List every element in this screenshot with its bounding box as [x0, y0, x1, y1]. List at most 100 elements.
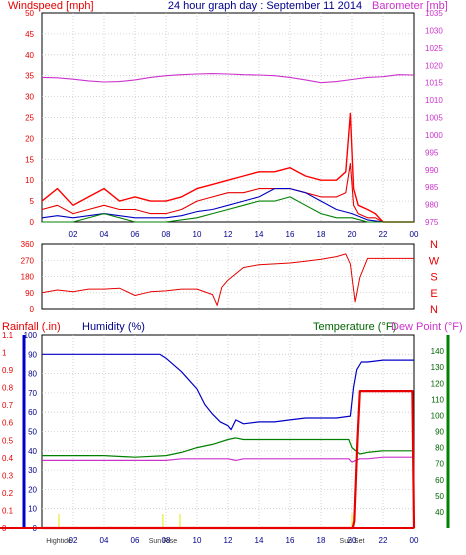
compass-label: E — [430, 288, 437, 300]
event-axis-label: Sun Rise — [149, 538, 178, 545]
barometer-y-tick-label: 1010 — [425, 96, 443, 105]
barometer-y-tick-label: 1020 — [425, 61, 443, 70]
hour-tick-label: 14 — [255, 230, 264, 239]
compass-label: S — [430, 272, 437, 284]
hour-tick-label: 04 — [100, 536, 109, 545]
direction-y-tick-label: 270 — [21, 256, 35, 265]
hour-tick-label: 02 — [69, 230, 78, 239]
temperature-y-tick-label: 90 — [435, 428, 444, 437]
hour-tick-label: 10 — [193, 536, 202, 545]
barometer-y-tick-label: 975 — [425, 218, 439, 227]
barometer-y-tick-label: 1035 — [425, 9, 443, 18]
barometer-y-tick-label: 990 — [425, 166, 439, 175]
hour-tick-label: 00 — [410, 536, 419, 545]
compass-label: N — [430, 239, 438, 251]
rain-y-tick-label: 1 — [2, 349, 7, 358]
hour-tick-label: 02 — [69, 536, 78, 545]
rain-y-tick-label: 1.1 — [2, 331, 14, 340]
series-green — [42, 196, 414, 223]
hour-tick-label: 16 — [286, 536, 295, 545]
barometer-y-tick-label: 985 — [425, 183, 439, 192]
series-rainfall — [42, 390, 416, 530]
rain-y-tick-label: 0.8 — [2, 384, 14, 393]
series-temperature — [42, 437, 414, 458]
hour-tick-label: 22 — [379, 536, 388, 545]
wind-y-tick-label: 10 — [25, 176, 34, 185]
barometer-y-tick-label: 1025 — [425, 44, 443, 53]
humidity-y-tick-label: 30 — [28, 466, 37, 475]
compass-label: N — [430, 304, 438, 316]
rain-y-tick-label: 0.3 — [2, 471, 14, 480]
temperature-y-tick-label: 100 — [431, 411, 445, 420]
hour-tick-label: 18 — [317, 230, 326, 239]
rain-y-tick-label: 0.7 — [2, 401, 14, 410]
wind-y-tick-label: 45 — [25, 30, 34, 39]
wind-y-tick-label: 40 — [25, 51, 34, 60]
hour-tick-label: 08 — [162, 230, 171, 239]
chart-date-title: 24 hour graph day : September 11 2014 — [168, 0, 362, 12]
temperature-y-tick-label: 120 — [431, 379, 445, 388]
wind-y-tick-label: 20 — [25, 134, 34, 143]
humidity-title: Humidity (%) — [82, 321, 145, 333]
hour-tick-label: 16 — [286, 230, 295, 239]
series-gust — [41, 112, 414, 223]
dew-point-title: Dew Point (°F) — [391, 321, 463, 333]
barometer-y-tick-label: 980 — [425, 201, 439, 210]
humidity-y-tick-label: 20 — [28, 485, 37, 494]
rain-y-tick-label: 0.6 — [2, 419, 14, 428]
barometer-y-tick-label: 995 — [425, 148, 439, 157]
humidity-y-tick-label: 70 — [28, 389, 37, 398]
rainfall-title: Rainfall (.in) — [2, 321, 61, 333]
rain-y-tick-label: 0.9 — [2, 366, 14, 375]
series-barometer — [41, 73, 415, 84]
windspeed-title: Windspeed [mph] — [8, 0, 94, 12]
hour-tick-label: 12 — [224, 230, 233, 239]
temperature-title: Temperature (°F) — [313, 321, 396, 333]
compass-label: W — [429, 255, 440, 267]
direction-y-tick-label: 90 — [25, 289, 34, 298]
hour-tick-label: 00 — [410, 230, 419, 239]
wind-y-tick-label: 30 — [25, 93, 34, 102]
temperature-y-tick-label: 40 — [435, 508, 444, 517]
wind-y-tick-label: 25 — [25, 114, 34, 123]
hour-tick-label: 06 — [131, 536, 140, 545]
series-wind — [41, 162, 414, 223]
series-wind-direction — [41, 253, 414, 306]
humidity-y-tick-label: 60 — [28, 408, 37, 417]
hour-tick-label: 06 — [131, 230, 140, 239]
humidity-y-tick-label: 90 — [28, 350, 37, 359]
direction-y-tick-label: 0 — [30, 305, 35, 314]
rain-y-tick-label: 0.2 — [2, 489, 14, 498]
temperature-y-tick-label: 60 — [435, 476, 444, 485]
temperature-y-tick-label: 80 — [435, 444, 444, 453]
direction-y-tick-label: 180 — [21, 273, 35, 282]
humidity-temperature-panel: 010203040506070809010000.10.20.30.40.50.… — [0, 331, 450, 545]
humidity-y-tick-label: 40 — [28, 447, 37, 456]
wind-y-tick-label: 0 — [30, 218, 35, 227]
rain-y-tick-label: 0.1 — [2, 506, 14, 515]
temperature-y-tick-label: 140 — [431, 347, 445, 356]
wind-y-tick-label: 15 — [25, 155, 34, 164]
hour-tick-label: 22 — [379, 230, 388, 239]
humidity-y-tick-label: 10 — [28, 505, 37, 514]
rain-y-tick-label: 0.5 — [2, 436, 14, 445]
humidity-y-tick-label: 100 — [24, 331, 38, 340]
humidity-y-tick-label: 80 — [28, 370, 37, 379]
temperature-y-tick-label: 130 — [431, 363, 445, 372]
hour-tick-label: 20 — [348, 536, 357, 545]
hour-tick-label: 20 — [348, 230, 357, 239]
barometer-y-tick-label: 1030 — [425, 26, 443, 35]
series-humidity — [42, 353, 414, 431]
series-dew-point — [42, 456, 414, 463]
barometer-y-tick-label: 1015 — [425, 79, 443, 88]
barometer-title: Barometer [mb] — [372, 0, 448, 12]
temperature-y-tick-label: 110 — [431, 395, 444, 404]
wind-panel: 0510152025303540455097598098599099510001… — [25, 9, 443, 239]
barometer-y-tick-label: 1000 — [425, 131, 443, 140]
hour-tick-label: 12 — [224, 536, 233, 545]
rain-y-tick-label: 0.4 — [2, 454, 14, 463]
temperature-y-tick-label: 50 — [435, 492, 444, 501]
hour-tick-label: 10 — [193, 230, 202, 239]
